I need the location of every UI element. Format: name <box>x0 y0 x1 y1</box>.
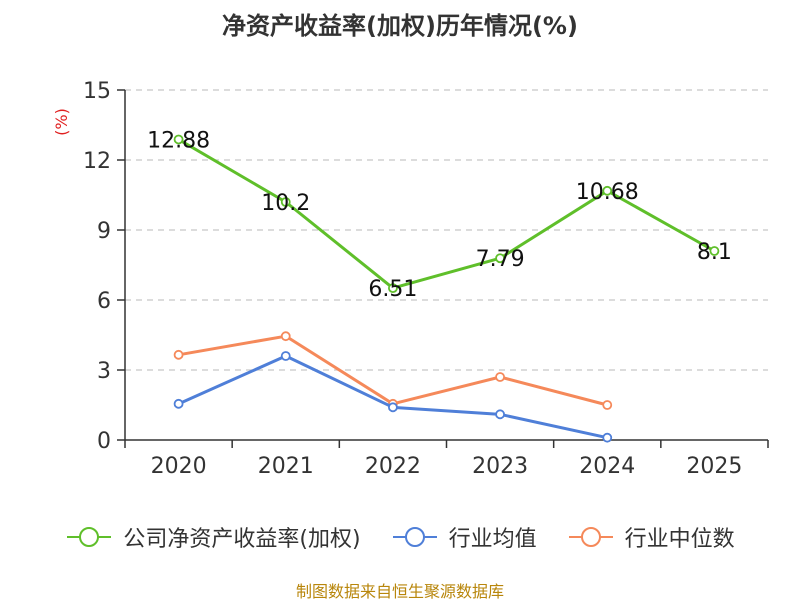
series-1-point <box>602 432 613 443</box>
series-0-point <box>709 246 720 256</box>
y-tick-label: 3 <box>97 359 111 384</box>
series-0-point <box>495 253 505 264</box>
data-source-note: 制图数据来自恒生聚源数据库 <box>295 582 504 601</box>
x-tick-label: 2021 <box>258 454 314 479</box>
series-1-line <box>177 354 608 440</box>
chart-legend: 公司净资产收益率(加权) 行业均值 行业中位数 <box>0 519 800 555</box>
series-0-data-label: 10.68 <box>576 180 639 205</box>
series-0-data-label: 7.79 <box>476 247 525 272</box>
series-2-point <box>280 331 291 342</box>
series-2-point <box>495 372 505 382</box>
series-0-data-label: 6.51 <box>368 277 417 302</box>
series-1-point <box>388 402 398 413</box>
series-1-point <box>495 409 505 420</box>
y-tick-label: 12 <box>83 149 111 174</box>
series-0-data-label: 10.2 <box>261 191 310 216</box>
series-0-point <box>602 185 613 196</box>
series-2-point <box>173 349 184 360</box>
legend-marker-industry-mean-icon <box>392 527 437 547</box>
chart-title: 净资产收益率(加权)历年情况(%) <box>222 12 578 40</box>
legend-marker-company-roe-icon <box>67 527 112 547</box>
y-tick-label: 9 <box>97 219 111 244</box>
legend-label-industry-mean: 行业均值 <box>448 527 537 552</box>
legend-item-company-roe[interactable]: 公司净资产收益率(加权) <box>65 521 361 553</box>
legend-label-company-roe: 公司净资产收益率(加权) <box>123 527 361 552</box>
series-2-point <box>602 400 613 410</box>
legend-marker-industry-median-icon <box>568 527 613 547</box>
x-tick-label: 2020 <box>151 454 207 479</box>
series-0-line <box>177 138 716 290</box>
series-1-point <box>280 351 291 361</box>
x-tick-label: 2025 <box>686 454 742 479</box>
series-0-point <box>388 283 398 294</box>
series-0-data-label: 8.1 <box>697 240 732 265</box>
y-tick-label: 15 <box>83 79 111 104</box>
legend-item-industry-median[interactable]: 行业中位数 <box>567 521 735 553</box>
series-0-point <box>280 197 291 207</box>
x-tick-label: 2022 <box>365 454 421 479</box>
legend-label-industry-median: 行业中位数 <box>624 527 735 552</box>
y-tick-label: 0 <box>97 429 111 454</box>
x-tick-label: 2023 <box>472 454 528 479</box>
series-0-data-label: 12.88 <box>147 128 210 153</box>
series-0-point <box>173 134 184 145</box>
legend-item-industry-mean[interactable]: 行业均值 <box>391 521 537 553</box>
x-tick-label: 2024 <box>579 454 635 479</box>
series-1-point <box>173 398 184 409</box>
y-tick-label: 6 <box>97 289 111 314</box>
